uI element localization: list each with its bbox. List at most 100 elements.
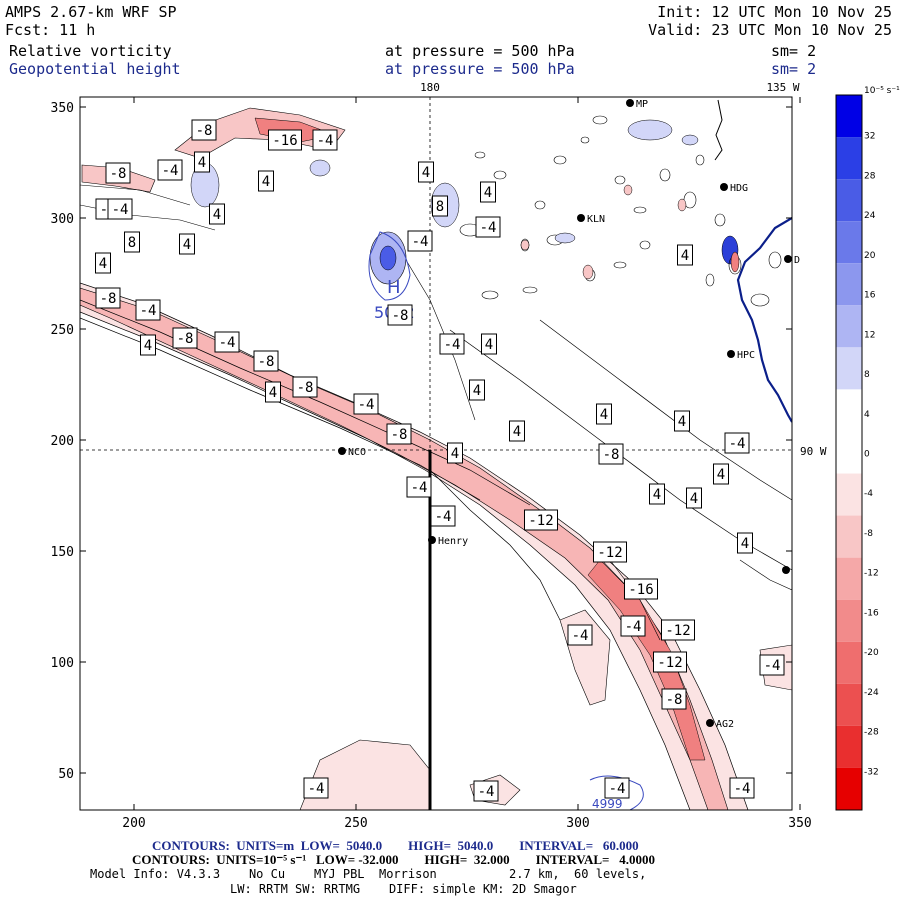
field2-name: Geopotential height [9,60,181,78]
field2-smoothing: sm= 2 [771,60,817,78]
contour-label-box [292,376,318,398]
contour-label-box [268,129,302,151]
colorbar-unit: 10⁻⁵ s⁻¹ [864,86,900,96]
contour-label-box [439,333,465,355]
contour-label-box [481,333,497,355]
contour-label: 4 [262,174,270,190]
model-title: AMPS 2.67-km WRF SP [5,3,177,21]
model-info: Model Info: V4.3.3 No Cu MYJ PBL Morriso… [90,867,647,881]
contour-label-box [661,619,695,641]
station-dot-kln [577,214,585,222]
contour-label-box [620,615,646,637]
negative-vorticity-band [80,282,749,810]
coastline [736,217,792,423]
colorbar-label: -4 [864,489,873,499]
negative-vorticity-patch [299,739,431,810]
contour-label: 4 [741,536,749,552]
contour-label: -4 [572,628,589,644]
high-letter: H [387,277,401,298]
x-tick-label: 350 [788,816,811,831]
contour-label-box [303,777,329,799]
contour-label-box [480,181,496,203]
contour-label: -4 [358,397,375,413]
colorbar-label: 4 [864,410,870,420]
contour-label: 4 [653,487,661,503]
contour-label-box [737,532,753,554]
contour-line [80,184,191,206]
contour-label-box [713,463,729,485]
contour-label: -8 [392,308,409,324]
contour-label: -16 [272,133,297,149]
contour-label-box [674,410,690,432]
contour-label-box [567,624,593,646]
contour-label-box [124,231,140,253]
colorbar-segment [836,263,862,306]
contour-label-box [724,432,750,454]
colorbar-segment [836,389,862,432]
station-dot-henry [428,536,436,544]
colorbar-label: -8 [864,529,873,539]
y-tick-label: 150 [51,545,74,560]
station-dot-hdg [720,183,728,191]
y-tick-label: 50 [58,767,74,782]
colorbar-label: -16 [864,608,879,618]
negative-vorticity-max [587,559,706,761]
colorbar-label: 32 [864,132,875,142]
contour-label: 4 [678,414,686,430]
contour-label-box [105,162,131,184]
contour-label: -12 [597,545,622,561]
contour-label-box [604,777,630,799]
field1-level: at pressure = 500 hPa [385,42,575,60]
contour-line [609,559,661,641]
contour-label: -8 [258,354,275,370]
station-label-nco: NCO [348,447,366,458]
colorbar-label: -12 [864,569,879,579]
contour-label-box [473,780,499,802]
contour-label: -8 [603,447,620,463]
contour-line [399,249,476,421]
contour-label: 8 [128,235,136,251]
contour-label-box [387,304,413,326]
contour-label-box [209,203,225,225]
lon-label-135w: 135 W [766,81,799,94]
station-dot-ag2 [706,719,714,727]
colorbar-label: 20 [864,251,876,261]
station-label-hdg: HDG [730,183,748,194]
contour-label-box [179,233,195,255]
negative-vorticity-patch [559,609,611,706]
contour-label: -4 [308,781,325,797]
colorbar-frame [835,94,863,811]
station-dot-mp [626,99,634,107]
contour-label: -4 [411,480,428,496]
contour-label-box [172,327,198,349]
y-tick-label: 350 [51,101,74,116]
contour-label-box [265,381,281,403]
forecast-hour: Fcst: 11 h [5,21,96,39]
lat-label-90w: 90 W [800,445,827,458]
y-tick-label: 250 [51,323,74,338]
station-label-hpc: HPC [737,350,755,361]
contour-label-box [432,195,448,217]
colorbar-label: 16 [864,291,876,301]
colorbar-segment [836,515,862,558]
contour-label-box [407,230,433,252]
contour-label-box [475,216,501,238]
contour-label: -4 [317,133,334,149]
contour-label-box [214,331,240,353]
contour-label-box [686,487,702,509]
contour-label-box [729,777,755,799]
y-tick-label: 300 [51,212,74,227]
colorbar-segment [836,179,862,222]
contour-label: 4 [681,248,689,264]
colorbar-label: -24 [864,688,879,698]
contour-label-box [418,161,434,183]
contour-label: -8 [196,123,213,139]
contour-label: -12 [528,513,553,529]
colorbar-label: -20 [864,648,879,658]
contour-label: -16 [628,582,653,598]
contour-label-box [253,350,279,372]
contour-label: -4 [162,163,179,179]
field1-name: Relative vorticity [9,42,172,60]
contour-label: -4 [112,202,129,218]
